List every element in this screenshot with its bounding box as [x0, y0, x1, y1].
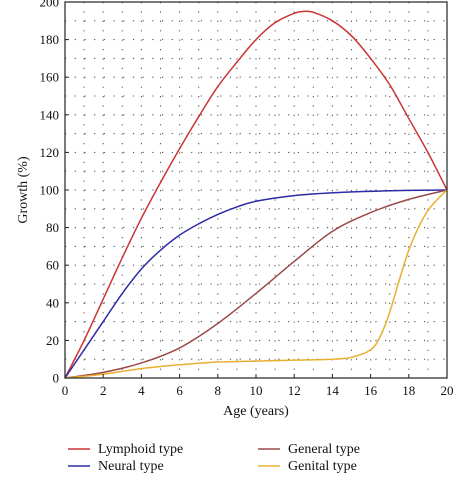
y-axis-title: Growth (%)	[16, 156, 31, 224]
x-tick-label: 12	[288, 383, 301, 398]
x-tick-label: 2	[100, 383, 107, 398]
x-tick-label: 8	[215, 383, 222, 398]
legend-label-general-type: General type	[288, 442, 360, 457]
x-axis-title: Age (years)	[223, 404, 289, 419]
y-tick-label: 140	[40, 107, 60, 122]
legend: Lymphoid type Neural type General type Geni…	[68, 442, 360, 474]
y-tick-label: 120	[40, 145, 60, 160]
legend-label-genital-type: Genital type	[288, 459, 357, 474]
x-tick-label: 10	[250, 383, 263, 398]
y-tick-label: 40	[46, 295, 59, 310]
axis-ticks	[64, 1, 448, 379]
y-tick-label: 180	[40, 32, 60, 47]
grid	[65, 2, 447, 378]
x-tick-label: 0	[62, 383, 69, 398]
x-tick-label: 20	[441, 383, 454, 398]
x-tick-label: 14	[326, 383, 340, 398]
y-tick-label: 60	[46, 258, 59, 273]
series-lines	[64, 10, 448, 379]
series-line-lymphoid-type	[64, 10, 448, 379]
axis-tick-labels: 0 2 4 6 8 10 12 14 16 18 2002040608010012014016018…	[40, 0, 454, 398]
y-tick-label: 100	[40, 183, 60, 198]
legend-label-neural-type: Neural type	[98, 459, 164, 474]
series-line-neural-type	[64, 189, 448, 379]
y-tick-label: 200	[40, 0, 60, 10]
x-tick-label: 4	[138, 383, 145, 398]
series-line-general-type	[64, 189, 448, 379]
legend-label-lymphoid-type: Lymphoid type	[98, 442, 183, 457]
x-tick-label: 18	[402, 383, 415, 398]
x-tick-label: 6	[176, 383, 183, 398]
y-tick-label: 20	[46, 333, 59, 348]
y-tick-label: 80	[46, 220, 59, 235]
y-tick-label: 160	[40, 70, 60, 85]
x-tick-label: 16	[364, 383, 378, 398]
series-line-genital-type	[64, 189, 448, 379]
y-tick-label: 0	[53, 371, 60, 386]
